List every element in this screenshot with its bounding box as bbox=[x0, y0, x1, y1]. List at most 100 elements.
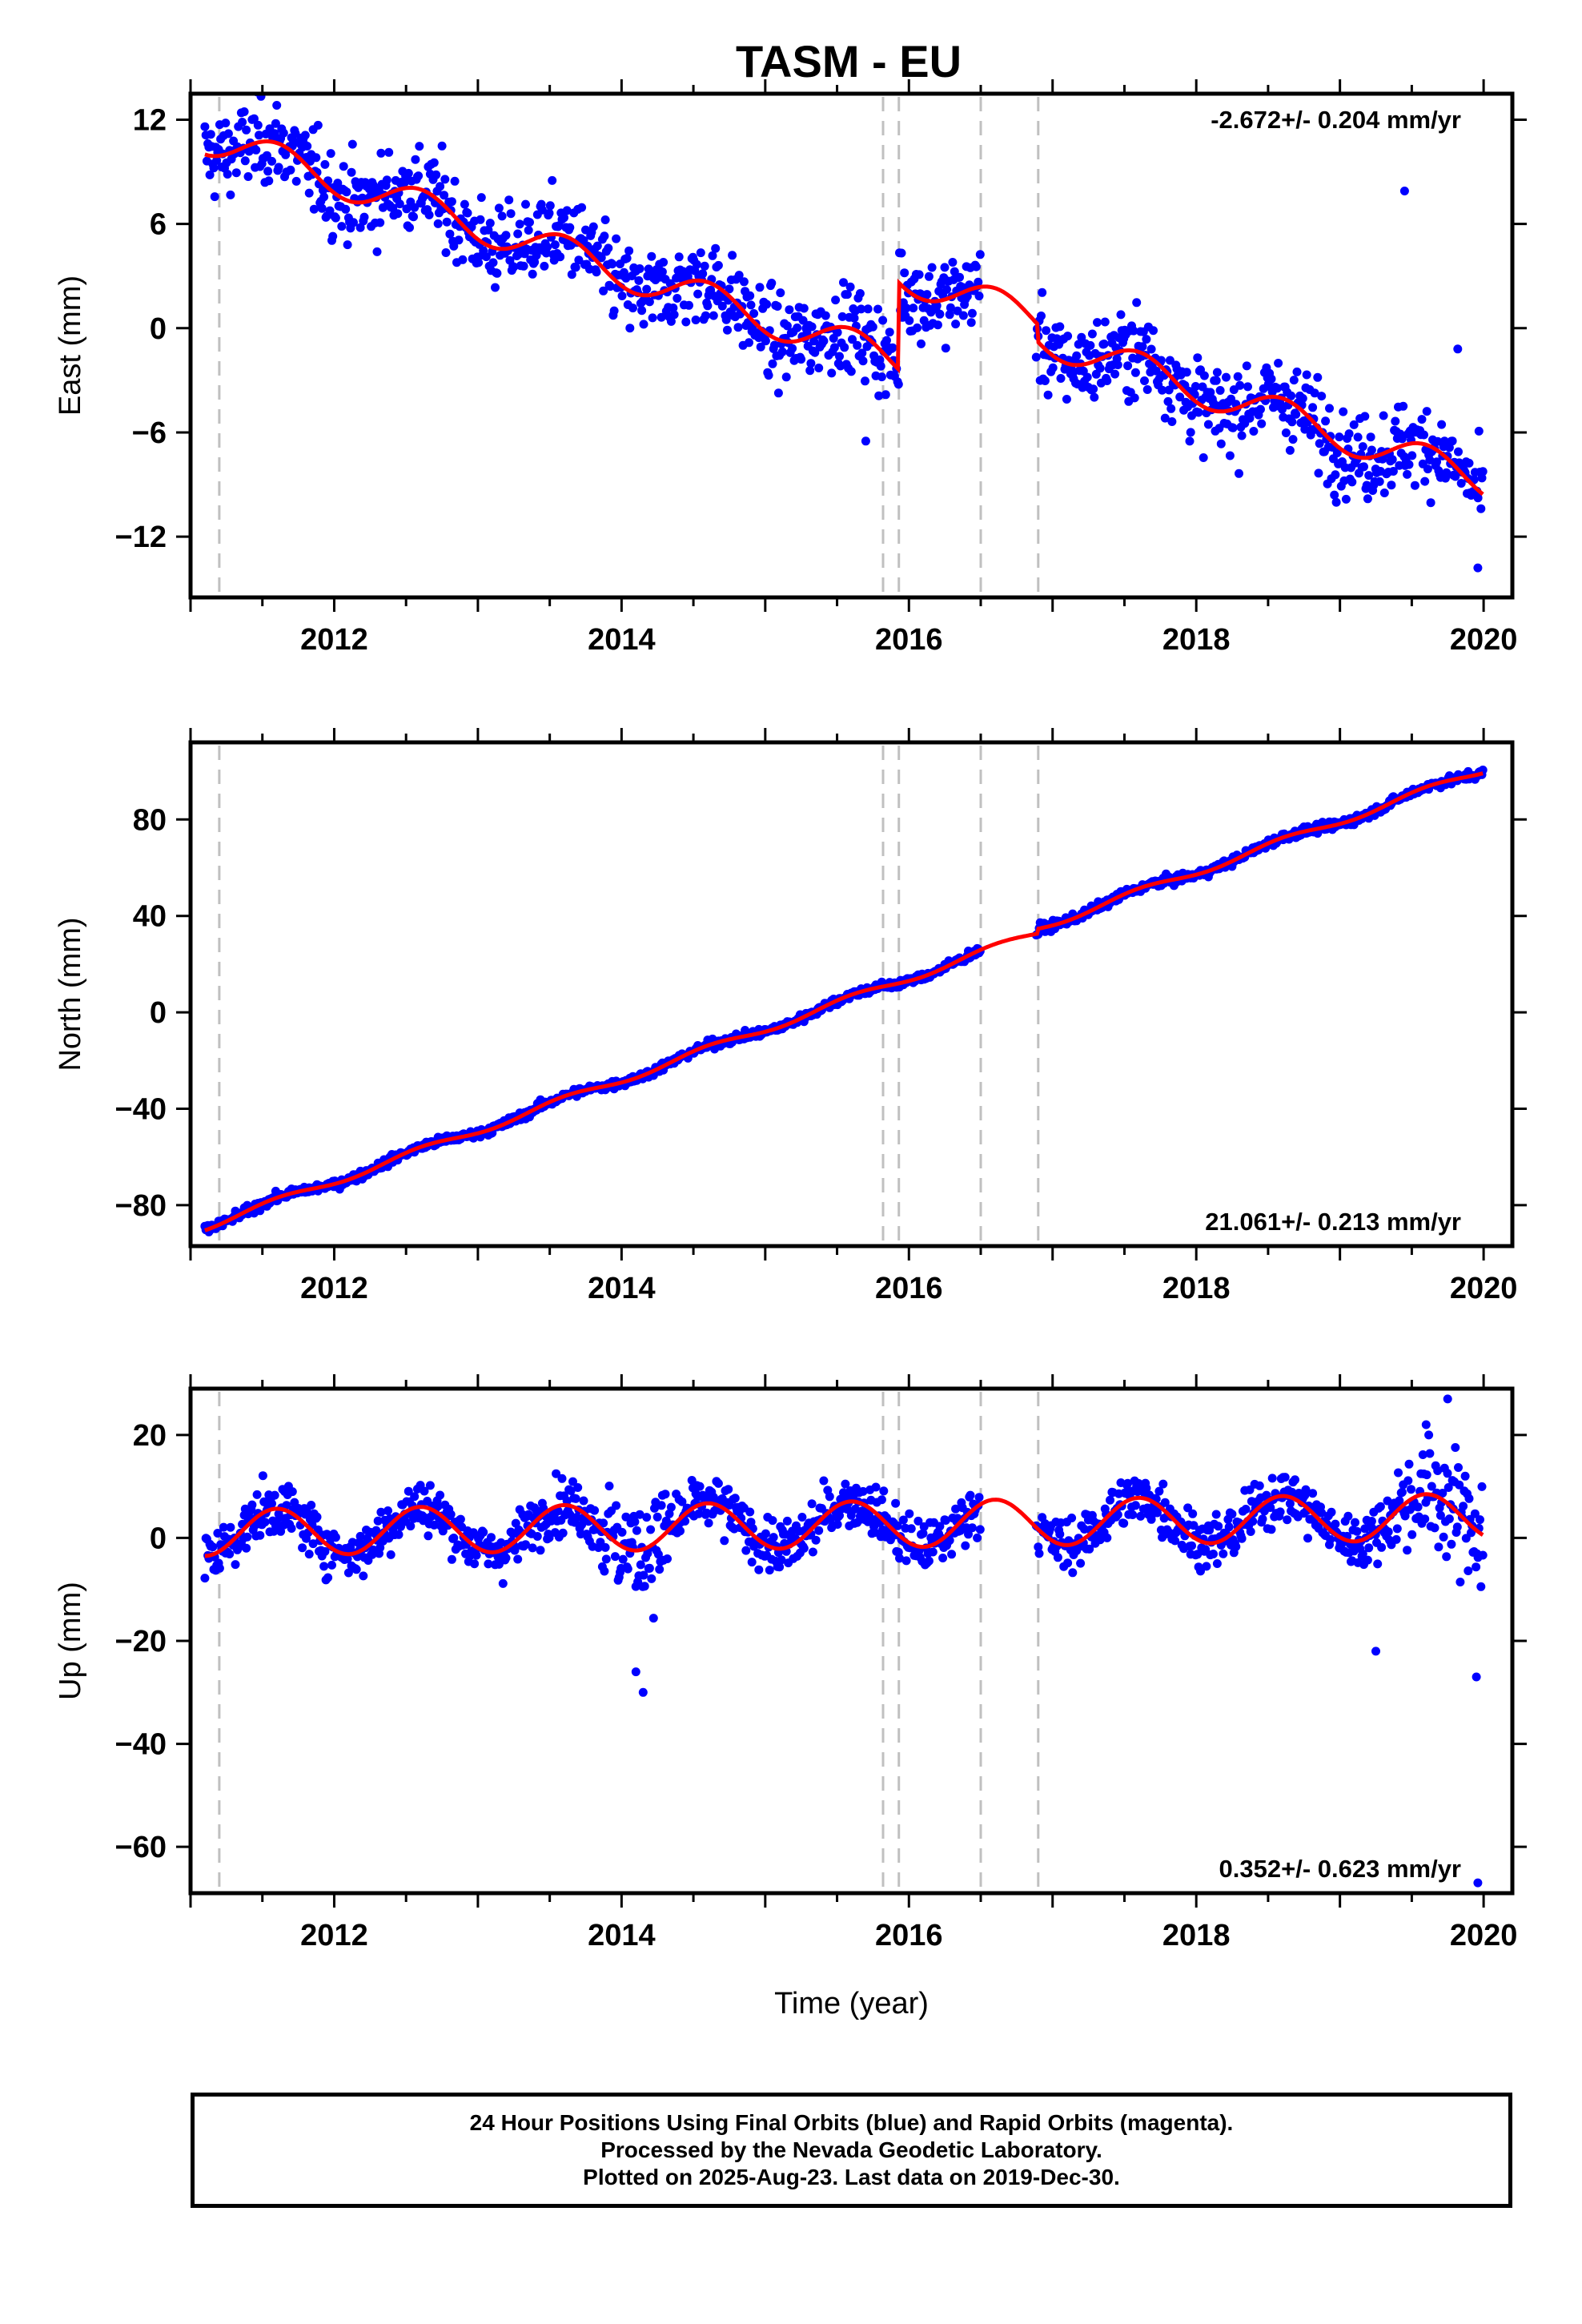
data-point bbox=[1199, 371, 1209, 380]
data-point bbox=[411, 155, 420, 164]
data-point bbox=[1422, 407, 1431, 416]
data-point bbox=[1102, 376, 1112, 385]
data-point bbox=[557, 1474, 567, 1483]
data-point bbox=[739, 277, 749, 287]
data-point bbox=[1474, 426, 1484, 436]
data-point bbox=[696, 248, 705, 258]
outlier-point bbox=[861, 436, 870, 446]
data-point bbox=[1068, 1568, 1078, 1578]
data-point bbox=[656, 1501, 666, 1510]
data-point bbox=[1425, 1449, 1435, 1458]
data-point bbox=[612, 1501, 621, 1510]
data-point bbox=[212, 156, 222, 165]
data-point bbox=[524, 226, 533, 235]
data-point bbox=[1128, 1510, 1138, 1519]
data-point bbox=[317, 203, 327, 213]
data-point bbox=[924, 1556, 934, 1566]
data-point bbox=[927, 263, 937, 272]
data-point bbox=[545, 201, 555, 211]
data-point bbox=[373, 1516, 383, 1526]
data-point bbox=[1193, 353, 1203, 363]
data-point bbox=[1267, 1474, 1277, 1483]
data-point bbox=[941, 1516, 950, 1525]
data-point bbox=[249, 114, 259, 123]
data-points bbox=[200, 766, 1488, 1236]
data-point bbox=[1399, 401, 1408, 411]
data-point bbox=[504, 195, 514, 205]
data-point bbox=[1053, 1553, 1062, 1562]
data-point bbox=[922, 290, 932, 300]
data-point bbox=[375, 218, 385, 227]
data-point bbox=[966, 318, 976, 328]
plot-frame bbox=[188, 91, 1515, 600]
data-point bbox=[845, 282, 855, 292]
y-tick-label: 0 bbox=[150, 1522, 167, 1555]
y-tick-label: −60 bbox=[115, 1831, 167, 1864]
data-point bbox=[819, 1476, 829, 1486]
data-point bbox=[485, 219, 495, 228]
data-point bbox=[961, 1541, 970, 1550]
data-point bbox=[1266, 1503, 1275, 1512]
data-point bbox=[1473, 493, 1483, 503]
data-point bbox=[1397, 434, 1407, 444]
data-point bbox=[1285, 445, 1295, 455]
data-point bbox=[1063, 1558, 1073, 1568]
data-point bbox=[1464, 458, 1474, 468]
data-point bbox=[382, 175, 391, 185]
data-point bbox=[1392, 1524, 1402, 1534]
data-point bbox=[326, 149, 335, 159]
data-point bbox=[681, 317, 691, 327]
data-point bbox=[897, 248, 906, 258]
data-point bbox=[1419, 430, 1428, 440]
data-point bbox=[711, 243, 721, 253]
data-point bbox=[1366, 432, 1375, 442]
y-tick-label: 40 bbox=[133, 900, 167, 934]
data-point bbox=[1262, 1490, 1271, 1500]
data-point bbox=[528, 1543, 537, 1553]
data-point bbox=[550, 240, 560, 250]
data-point bbox=[669, 304, 678, 312]
data-point bbox=[734, 271, 744, 280]
data-point bbox=[424, 210, 434, 219]
data-point bbox=[1280, 1473, 1290, 1482]
data-point bbox=[565, 1510, 575, 1519]
data-point bbox=[846, 367, 856, 376]
data-point bbox=[1285, 1499, 1295, 1509]
data-point bbox=[1246, 1527, 1255, 1536]
data-point bbox=[1164, 1528, 1174, 1538]
data-points bbox=[200, 94, 1488, 573]
data-point bbox=[1367, 1517, 1376, 1526]
x-tick-label: 2016 bbox=[875, 1272, 943, 1305]
x-tick-label: 2018 bbox=[1162, 623, 1231, 657]
panel-north: 80 40 0 −40 −80 2012 2014 2016 2018 2020 North (mm… bbox=[54, 728, 1527, 1305]
data-point bbox=[1291, 1475, 1299, 1485]
data-point bbox=[797, 1513, 807, 1522]
data-point bbox=[1160, 413, 1170, 423]
data-point bbox=[472, 1550, 481, 1560]
data-point bbox=[1364, 471, 1374, 480]
data-point bbox=[447, 197, 456, 207]
data-point bbox=[481, 252, 491, 262]
data-point bbox=[424, 1531, 433, 1541]
plot-frame bbox=[188, 1386, 1515, 1896]
data-point bbox=[1085, 1544, 1094, 1554]
data-point bbox=[420, 1486, 429, 1496]
data-point bbox=[1300, 424, 1310, 434]
data-point bbox=[1136, 1511, 1146, 1521]
data-point bbox=[308, 1539, 318, 1549]
x-tick-label: 2020 bbox=[1450, 1919, 1518, 1952]
data-point bbox=[733, 323, 743, 332]
data-point bbox=[320, 1546, 330, 1556]
data-point bbox=[1327, 1507, 1336, 1517]
data-point bbox=[632, 1526, 641, 1535]
data-point bbox=[1123, 1478, 1133, 1488]
data-point bbox=[1420, 1514, 1430, 1524]
data-point bbox=[698, 269, 708, 279]
data-point bbox=[701, 311, 710, 320]
data-point bbox=[1332, 448, 1342, 457]
data-point bbox=[821, 311, 830, 320]
data-point bbox=[1317, 1508, 1327, 1518]
data-point bbox=[1454, 1463, 1463, 1472]
data-point bbox=[1090, 392, 1099, 402]
data-point bbox=[793, 323, 802, 332]
